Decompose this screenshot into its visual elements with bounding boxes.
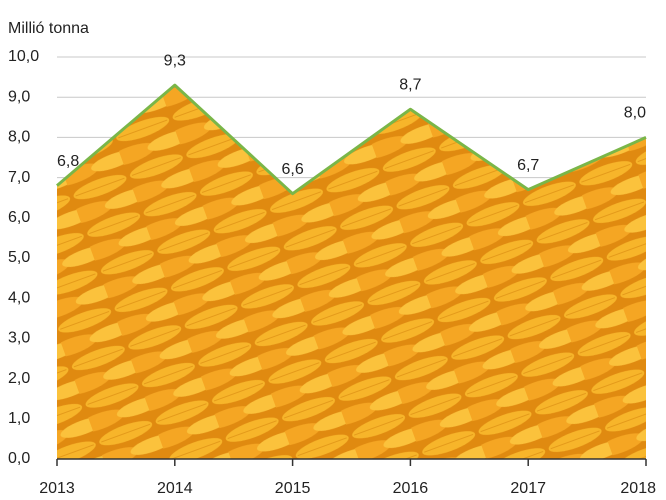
- y-tick-label: 1,0: [8, 410, 30, 427]
- y-tick-label: 8,0: [8, 129, 30, 146]
- y-tick-label: 10,0: [8, 48, 39, 65]
- data-label: 6,7: [517, 157, 539, 174]
- data-label: 6,6: [281, 161, 303, 178]
- line: [56, 83, 647, 196]
- x-tick-label: 2017: [510, 480, 546, 497]
- y-tick-label: 4,0: [8, 289, 30, 306]
- y-tick-label: 7,0: [8, 169, 30, 186]
- data-label: 8,0: [624, 105, 646, 122]
- y-tick-label: 0,0: [8, 450, 30, 467]
- y-axis-label: Millió tonna: [8, 20, 89, 37]
- x-tick-label: 2018: [620, 480, 656, 497]
- x-tick-label: 2015: [275, 480, 311, 497]
- y-tick-label: 9,0: [8, 88, 30, 105]
- area: [57, 85, 646, 459]
- y-tick-label: 2,0: [8, 370, 30, 387]
- x-tick-label: 2014: [157, 480, 193, 497]
- y-tick-label: 5,0: [8, 249, 30, 266]
- data-label: 8,7: [399, 76, 421, 93]
- data-label: 6,8: [57, 153, 79, 170]
- y-tick-label: 6,0: [8, 209, 30, 226]
- x-tick-label: 2016: [393, 480, 429, 497]
- y-tick-label: 3,0: [8, 330, 30, 347]
- x-tick-label: 2013: [39, 480, 75, 497]
- data-label: 9,3: [164, 52, 186, 69]
